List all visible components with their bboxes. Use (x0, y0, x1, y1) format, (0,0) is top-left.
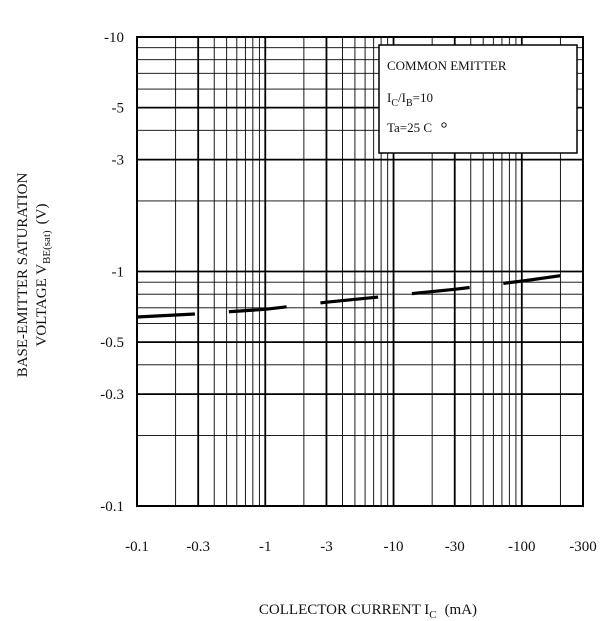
y-tick-label: -10 (104, 30, 124, 46)
y-tick-label: -1 (112, 265, 125, 281)
y-axis-label-line-1: BASE-EMITTER SATURATION (15, 173, 31, 378)
y-tick-label: -5 (112, 101, 125, 117)
x-tick-labels: -0.1 -0.3 -1 -3 -10 -30 -100 -300 (125, 539, 597, 555)
x-tick-label: -3 (320, 539, 333, 555)
y-tick-label: -3 (112, 153, 125, 169)
x-tick-label: -10 (384, 539, 404, 555)
y-tick-labels: -0.1 -0.3 -0.5 -1 -3 -5 -10 (100, 30, 124, 515)
y-tick-label: -0.5 (100, 335, 124, 351)
x-tick-label: -30 (445, 539, 465, 555)
plot-frame (136, 36, 584, 507)
series-layer (136, 274, 561, 319)
x-tick-label: -300 (569, 539, 597, 555)
annotation-line-3: Ta=25 C (387, 120, 432, 135)
x-tick-label: -1 (259, 539, 272, 555)
x-tick-label: -0.3 (186, 539, 210, 555)
degree-mark (441, 122, 447, 128)
annotation-line-1: COMMON EMITTER (387, 58, 507, 73)
x-tick-label: -0.1 (125, 539, 149, 555)
annotation-box: COMMON EMITTER IC/IB=10 Ta=25 C (378, 44, 578, 154)
annotation-box-frame (378, 44, 578, 154)
y-tick-label: -0.1 (100, 499, 124, 515)
y-axis-label: BASE-EMITTER SATURATION VOLTAGE VBE(sat)… (15, 173, 53, 378)
x-axis-label: COLLECTOR CURRENT IC (mA) (259, 602, 477, 621)
x-tick-label: -100 (508, 539, 536, 555)
y-axis-label-line-2: VOLTAGE VBE(sat)(V) (34, 204, 53, 347)
annotation-line-2: IC/IB=10 (387, 90, 433, 109)
y-tick-label: -0.3 (100, 387, 124, 403)
series-line (136, 274, 561, 319)
